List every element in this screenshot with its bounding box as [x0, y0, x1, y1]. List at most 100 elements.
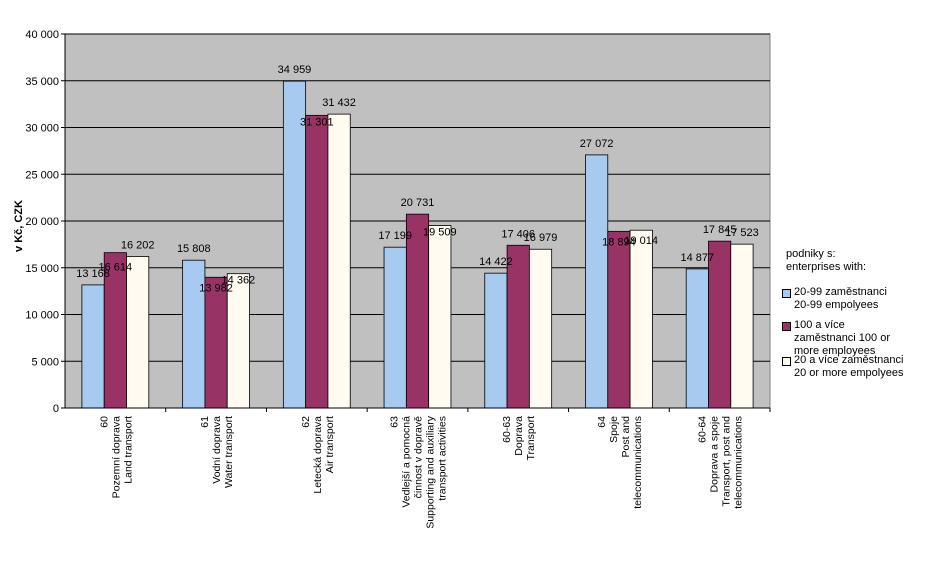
- x-category-label-line: Doprava a spoje: [709, 416, 721, 493]
- legend-swatch: [782, 357, 791, 366]
- y-tick-label: 40 000: [25, 29, 59, 41]
- x-category-label-line: Doprava: [513, 416, 525, 456]
- legend-item-label: 100 a více: [794, 319, 845, 331]
- x-category-label-line: 62: [300, 416, 312, 428]
- data-label: 16 979: [524, 232, 558, 244]
- x-category-label-line: Pozemní doprava: [110, 416, 122, 498]
- x-category-label-line: Water transport: [223, 416, 235, 488]
- legend: podniky s: enterprises with: 20-99 zaměs…: [782, 248, 922, 387]
- bar: [506, 244, 530, 409]
- data-label: 17 523: [725, 227, 759, 239]
- bar: [629, 229, 653, 409]
- data-label: 19 509: [423, 227, 457, 239]
- bar: [126, 256, 150, 409]
- bar: [305, 114, 329, 409]
- bar: [585, 154, 609, 409]
- x-category-label-line: Land transport: [122, 416, 134, 484]
- legend-item-label: zaměstnanci 100 or: [794, 332, 890, 344]
- bar: [204, 276, 228, 409]
- data-label: 17 199: [378, 230, 412, 242]
- bars: [81, 80, 754, 409]
- x-category-label-line: 60-63: [501, 416, 513, 443]
- x-category-label: 63 Vedlejší a pomocná činnost v dopravě Sup…: [389, 415, 449, 528]
- x-category-label-line: 64: [596, 416, 608, 428]
- x-category-label-line: transport activities: [437, 416, 449, 501]
- x-category-label-line: Vodní doprava: [211, 416, 223, 484]
- x-axis-category-labels: 60 Pozemní doprava Land transport 61 Vodní d…: [98, 408, 771, 529]
- x-category-label: 62 Letecká doprava Air transport: [300, 416, 336, 494]
- x-category-label-line: Air transport: [324, 416, 336, 473]
- y-tick-label: 15 000: [25, 263, 59, 275]
- y-tick-label: 35 000: [25, 76, 59, 88]
- legend-item-20-plus-employees: 20 a více zaměstnanci 20 or more empolye…: [782, 354, 922, 380]
- y-axis-label: v Kč, CZK: [13, 200, 25, 252]
- legend-item-label: 20 or more empolyees: [794, 367, 904, 379]
- bar: [708, 240, 732, 409]
- legend-title-line: enterprises with:: [786, 261, 867, 273]
- y-tick-label: 5 000: [31, 356, 59, 368]
- bar: [730, 243, 754, 409]
- data-label: 27 072: [580, 138, 614, 150]
- data-label: 16 614: [99, 262, 133, 274]
- x-category-label-line: telecommunications: [733, 416, 745, 509]
- x-category-label: 60-64 Doprava a spoje Transport, post and t…: [697, 416, 745, 509]
- bar: [685, 268, 709, 409]
- data-label: 14 362: [222, 275, 256, 287]
- x-category-label-line: Spoje: [608, 416, 620, 443]
- legend-title-line: podniky s:: [786, 248, 836, 260]
- data-label: 13 168: [76, 268, 110, 280]
- x-category-label-line: 60-64: [697, 416, 709, 443]
- legend-item-label: 20-99 empolyees: [794, 299, 879, 311]
- x-category-label-line: telecommunications: [632, 416, 644, 509]
- data-label: 31 301: [300, 116, 334, 128]
- x-category-label-line: 60: [98, 416, 110, 428]
- y-axis-ticks: 0 5 000 10 000 15 000 20 000 25 000 30 000 35 0…: [25, 29, 65, 415]
- bar: [528, 248, 553, 409]
- data-label: 18 894: [602, 236, 636, 248]
- data-label: 34 959: [278, 64, 312, 76]
- data-label: 14 877: [681, 252, 715, 264]
- data-label: 14 422: [479, 256, 513, 268]
- data-label: 16 202: [121, 240, 155, 252]
- data-label: 31 432: [322, 97, 356, 109]
- bar: [327, 113, 351, 409]
- bar: [282, 80, 307, 409]
- data-label: 17 845: [703, 224, 737, 236]
- bar: [428, 225, 452, 409]
- x-category-label-line: Post and: [620, 416, 632, 458]
- legend-item-20-99-employees: 20-99 zaměstnanci 20-99 empolyees: [782, 286, 922, 312]
- data-label: 13 982: [199, 282, 233, 294]
- legend-item-label: 20-99 zaměstnanci: [794, 286, 887, 298]
- bar: [81, 284, 105, 409]
- bar: [383, 246, 407, 409]
- x-category-label-line: Transport, post and: [721, 416, 733, 507]
- x-category-label: 61 Vodní doprava Water transport: [199, 416, 235, 488]
- x-category-label: 60 Pozemní doprava Land transport: [98, 416, 134, 498]
- data-label: 19 014: [624, 235, 658, 247]
- x-category-label-line: Letecká doprava: [312, 416, 324, 494]
- bar: [405, 213, 430, 409]
- x-category-label-line: Transport: [525, 416, 537, 461]
- x-category-label-line: 63: [389, 416, 401, 428]
- legend-swatch: [782, 322, 791, 331]
- legend-title: podniky s: enterprises with:: [782, 248, 922, 274]
- data-label: 17 406: [501, 228, 535, 240]
- x-category-label-line: 61: [199, 416, 211, 428]
- x-category-label: 60-63 Doprava Transport: [501, 416, 537, 461]
- legend-swatch: [782, 289, 791, 298]
- y-tick-label: 10 000: [25, 310, 59, 322]
- bar: [607, 230, 631, 409]
- data-label: 20 731: [401, 197, 435, 209]
- y-tick-label: 25 000: [25, 169, 59, 181]
- y-tick-label: 20 000: [25, 216, 59, 228]
- bar: [484, 272, 508, 409]
- y-tick-label: 30 000: [25, 123, 59, 135]
- legend-item-label: more employees: [794, 345, 876, 357]
- x-category-label: 64 Spoje Post and telecommunications: [596, 416, 644, 509]
- y-tick-label: 0: [53, 403, 59, 415]
- legend-item-label: 20 a více zaměstnanci: [794, 354, 904, 366]
- legend-item-100-plus-employees: 100 a více zaměstnanci 100 or more emplo…: [782, 319, 922, 358]
- x-category-label-line: Vedlejší a pomocná: [401, 416, 413, 508]
